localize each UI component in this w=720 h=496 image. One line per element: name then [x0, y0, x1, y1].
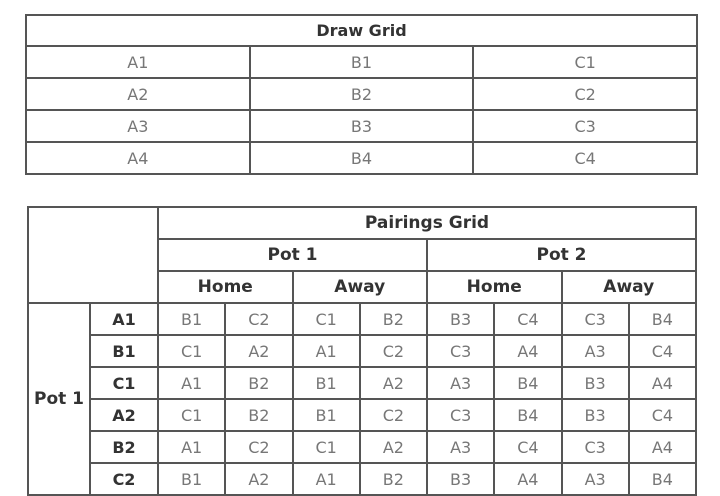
draw-grid-row: A2 B2 C2: [25, 77, 698, 111]
pairing-cell: B1: [156, 462, 227, 496]
pot-2-header: Pot 2: [426, 238, 697, 272]
pairings-grid-title: Pairings Grid: [157, 206, 697, 240]
pairing-cell: C4: [627, 334, 698, 368]
pairing-cell: C3: [560, 302, 630, 336]
pairing-cell: B1: [156, 302, 227, 336]
draw-grid-row: A4 B4 C4: [25, 141, 698, 175]
pairing-cell: A4: [627, 430, 698, 464]
pairing-cell: B2: [224, 398, 294, 432]
pairing-cell: A2: [224, 334, 294, 368]
pairing-cell: B4: [627, 302, 698, 336]
pairing-cell: C1: [291, 430, 361, 464]
pairing-cell: A2: [224, 462, 294, 496]
pairing-cell: B2: [358, 302, 429, 336]
pairing-cell: C2: [358, 334, 429, 368]
draw-grid-cell: A4: [25, 141, 251, 175]
pairing-cell: B2: [224, 366, 294, 400]
pairing-cell: C3: [425, 398, 496, 432]
draw-grid-cell: C2: [472, 77, 698, 111]
draw-grid-cell: A3: [25, 109, 251, 143]
pairing-cell: A2: [358, 366, 429, 400]
pairings-grid-table: Pairings Grid Pot 1 Pot 2 Home Away Home…: [27, 206, 698, 496]
pairing-cell: A2: [358, 430, 429, 464]
row-label: A2: [89, 398, 159, 432]
pairing-cell: C4: [627, 398, 698, 432]
pot-2-away-header: Away: [560, 270, 697, 304]
pairing-cell: C2: [358, 398, 429, 432]
draw-grid-cell: A1: [25, 45, 251, 79]
row-label: A1: [89, 302, 159, 336]
draw-grid-cell: B3: [248, 109, 475, 143]
pairing-cell: A1: [156, 430, 227, 464]
pot-2-home-header: Home: [426, 270, 563, 304]
pairing-cell: A4: [493, 334, 563, 368]
draw-grid-cell: C3: [472, 109, 698, 143]
pairing-cell: C2: [224, 302, 294, 336]
draw-grid-cell: B4: [248, 141, 475, 175]
draw-grid-cell: B2: [248, 77, 475, 111]
pairings-grid-row: B2 A1 C2 C1 A2 A3 C4 C3 A4: [28, 430, 698, 464]
pairing-cell: A1: [291, 462, 361, 496]
draw-grid-row: A1 B1 C1: [25, 45, 698, 79]
draw-grid-row: A3 B3 C3: [25, 109, 698, 143]
pairing-cell: A1: [291, 334, 361, 368]
pairing-cell: B1: [291, 366, 361, 400]
pairing-cell: B3: [425, 302, 496, 336]
draw-grid-cell: C1: [472, 45, 698, 79]
pairing-cell: A4: [627, 366, 698, 400]
draw-grid-cell: A2: [25, 77, 251, 111]
pairing-cell: B3: [425, 462, 496, 496]
pot-1-away-header: Away: [291, 270, 428, 304]
corner-cell: [27, 206, 159, 304]
group-label-pot-1: Pot 1: [27, 302, 91, 496]
pairing-cell: C4: [493, 302, 563, 336]
draw-grid-cell: B1: [248, 45, 475, 79]
pairings-grid-row: B1 C1 A2 A1 C2 C3 A4 A3 C4: [28, 334, 698, 368]
pairing-cell: C1: [156, 398, 227, 432]
row-label: C2: [89, 462, 159, 496]
draw-grid-title: Draw Grid: [25, 14, 698, 47]
pairing-cell: C4: [493, 430, 563, 464]
pairings-grid-row: A2 C1 B2 B1 C2 C3 B4 B3 C4: [28, 398, 698, 432]
pairing-cell: C1: [291, 302, 361, 336]
pairing-cell: A3: [560, 334, 630, 368]
pairing-cell: B4: [627, 462, 698, 496]
pairing-cell: B3: [560, 398, 630, 432]
pairing-cell: C1: [156, 334, 227, 368]
pot-1-home-header: Home: [157, 270, 294, 304]
pairing-cell: B2: [358, 462, 429, 496]
pairing-cell: A3: [560, 462, 630, 496]
pairing-cell: B4: [493, 398, 563, 432]
pairing-cell: A1: [156, 366, 227, 400]
pairing-cell: B3: [560, 366, 630, 400]
pairing-cell: C3: [425, 334, 496, 368]
pairings-grid-row: C1 A1 B2 B1 A2 A3 B4 B3 A4: [28, 366, 698, 400]
pairing-cell: A4: [493, 462, 563, 496]
pairing-cell: C3: [560, 430, 630, 464]
draw-grid-cell: C4: [472, 141, 698, 175]
pot-1-header: Pot 1: [157, 238, 428, 272]
pairing-cell: B4: [493, 366, 563, 400]
pairings-grid-row: C2 B1 A2 A1 B2 B3 A4 A3 B4: [28, 462, 698, 496]
row-label: B1: [89, 334, 159, 368]
pairings-grid-row: Pot 1 A1 B1 C2 C1 B2 B3 C4 C3 B4: [27, 302, 698, 496]
pairing-cell: A3: [425, 366, 496, 400]
pairing-cell: A3: [425, 430, 496, 464]
pairing-cell: B1: [291, 398, 361, 432]
draw-grid-table: Draw Grid A1 B1 C1 A2 B2 C2 A3 B3 C3 A4 B4 C4: [25, 14, 698, 175]
row-label: C1: [89, 366, 159, 400]
row-label: B2: [89, 430, 159, 464]
pairing-cell: C2: [224, 430, 294, 464]
